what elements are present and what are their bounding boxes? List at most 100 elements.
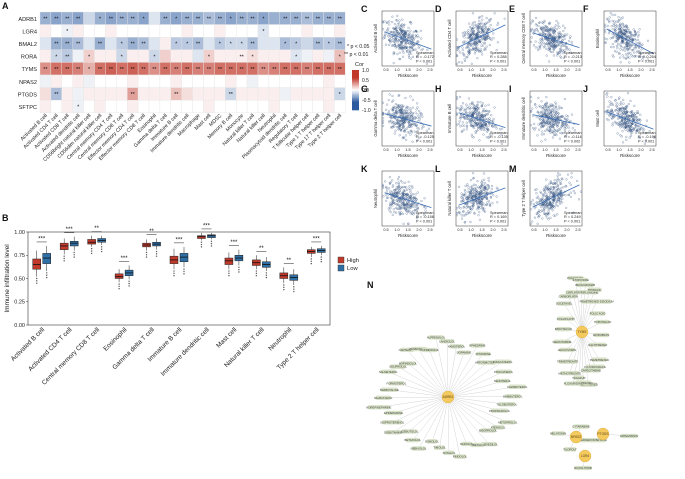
data-point [500,133,503,136]
data-point [414,134,417,137]
data-point [565,48,568,51]
box-low [179,253,189,263]
data-point [477,112,480,115]
data-point [406,115,409,118]
x-tick-label: 1.5 [627,68,632,72]
data-point [538,112,541,115]
data-point [614,29,617,32]
x-tick-label: Mast cell [215,326,238,349]
data-point [473,34,476,37]
outlier [265,274,268,276]
heatmap-cell [105,37,117,51]
x-tick-label: 1.0 [394,148,399,152]
heatmap-cell [61,87,73,101]
data-point [386,29,389,32]
stat-text: R = -0.254 [638,55,656,59]
sig-star: ** [240,54,245,60]
x-tick-label: 0.5 [383,228,388,232]
data-point [540,140,543,143]
data-point [481,31,484,34]
drug-label: DOBUTAMINE [384,430,403,434]
data-point [405,109,408,113]
data-point [399,44,403,47]
data-point [475,26,478,29]
data-point [407,125,410,128]
outlier [155,255,158,257]
data-point [621,49,624,52]
data-point [553,47,556,50]
data-point [622,41,625,45]
data-point [553,119,556,122]
data-point [561,42,564,45]
data-point [481,102,485,105]
heatmap-cell [214,87,226,101]
data-point [417,127,420,130]
sig-star: ** [338,42,343,48]
data-point [414,111,417,114]
data-point [480,44,483,47]
edge [446,341,449,398]
data-point [402,51,405,54]
data-point [624,53,628,56]
data-point [403,35,406,38]
outlier [310,262,312,265]
edge [447,380,503,398]
data-point [538,41,541,44]
data-point [543,19,546,22]
data-point [477,119,480,122]
sig-star: ** [43,67,48,73]
data-point [563,117,567,120]
heatmap-cell [214,24,226,38]
data-point [394,28,398,31]
data-point [555,19,558,23]
data-point [398,124,401,127]
data-point [476,48,480,51]
sig-star: ** [185,17,190,23]
sig-star: * [142,17,145,23]
data-point [633,34,636,37]
data-point [417,36,420,39]
data-point [391,116,394,119]
data-point [399,47,402,50]
data-point [543,117,546,120]
data-point [471,28,474,31]
gene-label: RORA [21,55,37,61]
heatmap-cell [39,99,52,113]
data-point [401,18,404,21]
data-point [382,37,385,40]
data-point [457,49,460,52]
heatmap-cell [323,49,335,63]
outlier [265,272,268,274]
data-point [408,38,412,41]
data-point [548,22,551,25]
data-point [390,37,393,40]
network: RALTITREXEDPEMETREXEDFLUOROURACILCAPECIT… [366,275,638,470]
drug-label: FORMOTEROL [387,381,407,385]
data-point [474,110,477,113]
data-point [488,19,492,22]
data-point [405,138,408,141]
heatmap-cell [203,24,215,38]
x-tick-label: 0.5 [531,68,536,72]
outlier [320,261,322,263]
data-point [529,30,533,33]
heatmap-cell [290,87,302,101]
data-point [563,33,567,36]
drug-label: TILOROLT [563,447,577,451]
data-point [482,117,486,120]
data-point [388,23,391,26]
x-axis-label: Riskscore [398,153,418,158]
legend-swatch [352,108,359,111]
outlier [36,280,38,282]
data-point [394,113,397,117]
heatmap-cell [137,49,150,63]
drug-label: PEMETREXED DISODIUM [580,300,615,304]
data-point [470,33,473,36]
data-point [403,121,406,124]
heatmap-cell [137,74,150,88]
data-point [405,30,408,33]
data-point [556,27,559,31]
